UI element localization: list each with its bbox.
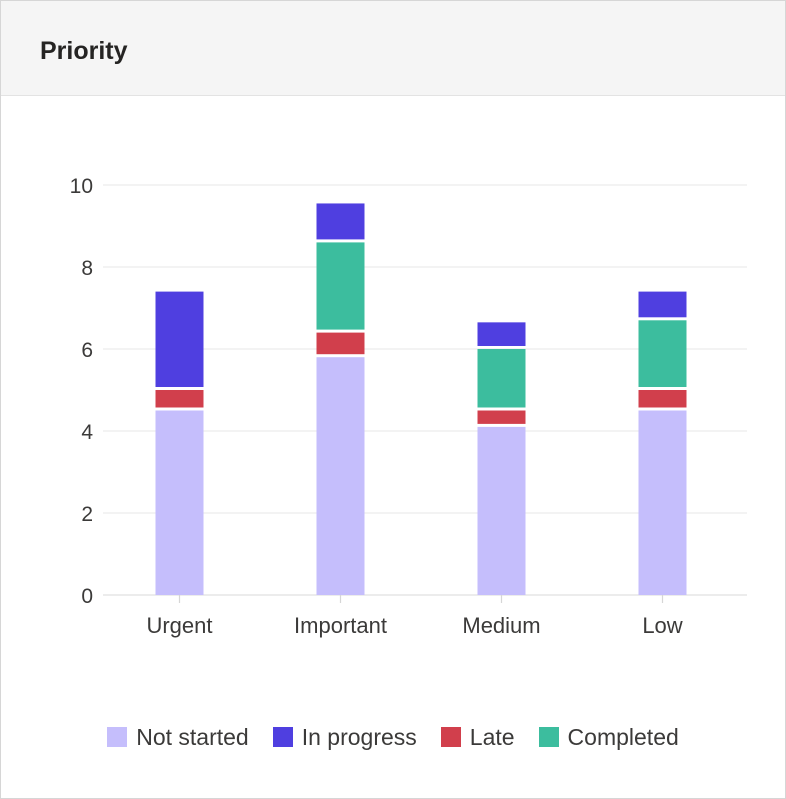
legend-item-not-started[interactable]: Not started — [107, 724, 249, 751]
legend-swatch — [538, 727, 559, 747]
legend-swatch — [272, 727, 293, 747]
legend-item-completed[interactable]: Completed — [538, 723, 679, 751]
legend-item-in-progress[interactable]: In progress — [272, 723, 417, 751]
y-tick-label: 0 — [81, 585, 93, 608]
bar-low-late[interactable] — [638, 390, 687, 408]
bar-low-not-started[interactable] — [638, 410, 687, 596]
bar-important-not-started[interactable] — [316, 357, 365, 595]
bar-important-completed[interactable] — [316, 242, 365, 330]
priority-bar-chart: 0 2 4 6 8 10 Urgent Important Medium Low — [70, 175, 747, 638]
x-tick-label: Low — [642, 613, 682, 638]
bar-medium-completed[interactable] — [477, 349, 526, 408]
y-tick-label: 10 — [70, 175, 93, 198]
x-tick-label: Medium — [462, 613, 540, 638]
card-header: Priority — [1, 1, 785, 96]
bar-urgent-in-progress[interactable] — [155, 291, 204, 387]
y-tick-label: 8 — [81, 257, 93, 280]
y-tick-label: 2 — [81, 503, 93, 526]
legend-swatch — [440, 727, 461, 747]
bar-urgent-not-started[interactable] — [155, 410, 204, 596]
y-tick-label: 4 — [81, 421, 93, 444]
bar-low-completed[interactable] — [638, 320, 687, 387]
x-tick-label: Urgent — [146, 613, 212, 638]
bar-medium-not-started[interactable] — [477, 426, 526, 595]
card-title: Priority — [40, 37, 128, 65]
bar-urgent-late[interactable] — [155, 390, 204, 408]
bar-important-in-progress[interactable] — [316, 203, 365, 240]
bar-medium-in-progress[interactable] — [477, 322, 526, 346]
y-tick-label: 6 — [81, 339, 93, 362]
x-tick-label: Important — [294, 613, 387, 638]
bar-important-late[interactable] — [316, 332, 365, 355]
legend-swatch — [107, 727, 128, 747]
chart-legend: Not started In progress Late Completed — [0, 720, 786, 754]
legend-label: In progress — [301, 723, 417, 750]
legend-label: Not started — [136, 723, 249, 750]
legend-label: Late — [469, 723, 515, 750]
legend-label: Completed — [567, 723, 679, 750]
bar-medium-late[interactable] — [477, 410, 526, 424]
legend-item-late[interactable]: Late — [440, 723, 515, 751]
bar-low-in-progress[interactable] — [638, 291, 687, 318]
